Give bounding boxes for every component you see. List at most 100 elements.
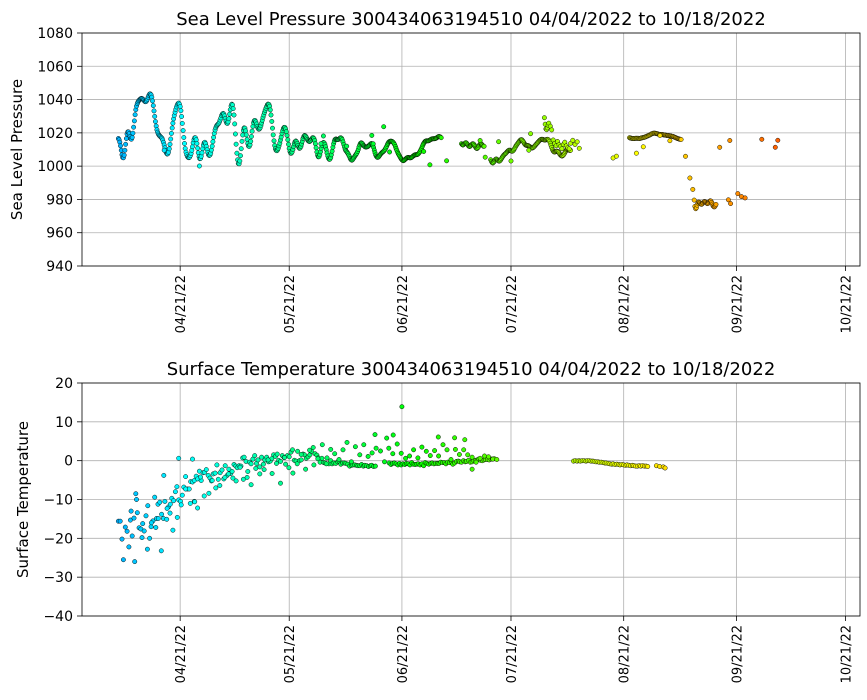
data-point <box>735 191 741 197</box>
x-tick-label: 10/21/22 <box>839 275 854 333</box>
data-point <box>150 98 155 104</box>
data-point <box>237 464 243 470</box>
x-tick-label: 07/21/22 <box>505 275 520 333</box>
data-point <box>452 435 458 441</box>
data-point <box>152 494 158 500</box>
x-tick-label: 04/21/22 <box>174 625 189 683</box>
data-point <box>145 503 151 509</box>
data-point <box>315 456 321 462</box>
data-point <box>423 448 429 454</box>
data-point <box>179 114 185 119</box>
data-point <box>179 492 185 498</box>
data-point <box>255 457 261 463</box>
data-point <box>161 472 167 478</box>
data-point <box>152 119 158 124</box>
data-point <box>274 451 280 457</box>
data-point <box>549 127 555 133</box>
data-point <box>129 134 135 140</box>
data-point <box>182 141 187 146</box>
data-point <box>234 150 240 156</box>
data-point <box>313 145 319 151</box>
data-point <box>319 455 325 461</box>
data-point <box>198 474 203 480</box>
data-point <box>229 469 235 474</box>
data-point <box>727 138 733 143</box>
data-point <box>526 147 532 153</box>
data-point <box>415 455 421 461</box>
data-point <box>127 517 133 523</box>
data-point <box>243 132 249 138</box>
data-point <box>290 447 295 453</box>
data-point <box>421 149 427 154</box>
data-point <box>180 128 186 133</box>
data-point <box>195 145 201 151</box>
data-point <box>348 459 354 465</box>
data-point <box>159 511 165 517</box>
data-point <box>274 460 279 466</box>
data-point <box>372 432 378 438</box>
data-point <box>691 197 697 203</box>
y-tick-label: 1040 <box>37 93 73 109</box>
data-point <box>323 461 329 467</box>
data-point <box>298 452 304 457</box>
data-point <box>219 467 225 473</box>
data-point <box>742 195 748 201</box>
temperature-title: Surface Temperature 300434063194510 04/0… <box>167 359 776 380</box>
data-point <box>444 447 450 453</box>
data-point <box>226 116 232 122</box>
data-point <box>164 505 170 511</box>
data-point <box>662 465 668 471</box>
data-point <box>214 462 220 468</box>
data-point <box>378 448 383 454</box>
data-point <box>407 453 413 459</box>
data-point <box>211 134 217 140</box>
pressure-title: Sea Level Pressure 300434063194510 04/04… <box>176 9 766 30</box>
data-point <box>201 493 207 499</box>
x-tick-label: 06/21/22 <box>396 625 411 683</box>
data-point <box>176 455 182 461</box>
y-tick-label: 10 <box>55 415 73 431</box>
data-point <box>286 141 291 147</box>
data-point <box>139 535 145 541</box>
x-tick-label: 05/21/22 <box>283 275 298 333</box>
data-point <box>384 435 390 441</box>
data-point <box>298 457 304 463</box>
temperature-panel: −40 −30 −20 −10 0 10 20 04/21/22 05/21/22 06/21/… <box>14 359 861 683</box>
data-point <box>134 510 140 516</box>
data-point <box>230 106 236 112</box>
data-point <box>390 451 396 457</box>
data-point <box>168 136 174 142</box>
data-point <box>237 158 243 164</box>
data-point <box>365 453 371 459</box>
x-tick-label: 05/21/22 <box>283 625 298 683</box>
x-tick-label: 09/21/22 <box>730 625 745 683</box>
y-tick-label: 20 <box>55 376 73 392</box>
data-point <box>465 452 471 458</box>
data-point <box>192 499 198 505</box>
data-point <box>169 125 175 131</box>
data-point <box>269 471 275 476</box>
data-point <box>427 162 433 168</box>
data-point <box>195 505 201 511</box>
data-point <box>329 148 335 154</box>
data-point <box>118 143 123 149</box>
data-point <box>419 444 425 450</box>
data-point <box>190 144 195 150</box>
data-point <box>213 485 219 491</box>
data-point <box>117 518 123 524</box>
data-point <box>143 513 149 519</box>
data-point <box>222 474 228 480</box>
data-point <box>248 461 254 467</box>
data-point <box>170 527 176 533</box>
data-point <box>690 186 696 192</box>
data-point <box>678 137 684 142</box>
data-point <box>370 141 376 147</box>
data-point <box>403 455 409 461</box>
data-point <box>230 475 236 481</box>
data-point <box>170 120 176 126</box>
data-point <box>123 141 129 147</box>
data-point <box>278 480 283 486</box>
data-point <box>452 446 458 452</box>
data-point <box>312 141 318 147</box>
data-point <box>438 135 444 141</box>
